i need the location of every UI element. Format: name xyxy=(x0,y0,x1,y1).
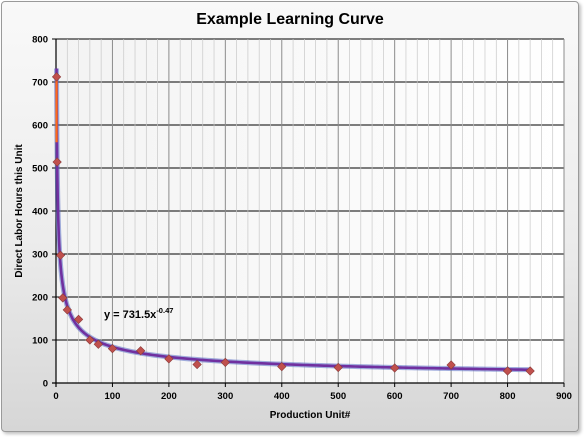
data-point xyxy=(107,343,118,354)
data-point xyxy=(136,346,146,356)
data-point xyxy=(55,250,66,260)
data-point xyxy=(446,360,456,370)
y-tick-label: 800 xyxy=(32,35,48,46)
y-tick-label: 400 xyxy=(32,207,48,218)
y-tick-label: 500 xyxy=(32,164,48,175)
data-point xyxy=(62,305,72,315)
y-tick-label: 100 xyxy=(32,336,48,347)
x-tick-label: 900 xyxy=(556,391,572,402)
x-tick-label: 200 xyxy=(161,391,177,402)
x-tick-label: 400 xyxy=(274,391,290,402)
data-point xyxy=(333,362,343,373)
x-tick-label: 100 xyxy=(105,391,121,402)
y-tick-label: 300 xyxy=(32,250,48,261)
x-tick-label: 600 xyxy=(387,391,403,402)
data-points xyxy=(51,72,535,376)
y-tick-label: 700 xyxy=(32,78,48,89)
data-point xyxy=(85,335,95,345)
data-point xyxy=(73,314,84,324)
data-point xyxy=(93,339,103,349)
data-point xyxy=(277,362,287,372)
x-tick-label: 700 xyxy=(443,391,459,402)
x-tick-label: 0 xyxy=(53,391,58,402)
data-point xyxy=(502,366,513,376)
equation-exponent: -0.47 xyxy=(156,306,173,315)
y-tick-label: 200 xyxy=(32,293,48,304)
data-point xyxy=(52,157,62,167)
data-point xyxy=(525,366,535,376)
trendline-equation: y = 731.5x-0.47 xyxy=(104,306,173,321)
x-tick-label: 300 xyxy=(217,391,233,402)
y-tick-label: 600 xyxy=(32,121,48,132)
y-tick-label: 0 xyxy=(43,379,48,390)
data-point xyxy=(220,357,230,367)
x-tick-label: 800 xyxy=(500,391,516,402)
data-point xyxy=(192,359,202,370)
gridlines xyxy=(56,38,565,383)
data-point xyxy=(390,363,400,373)
tick-labels: 0 100 200 300 400 500 600 700 800 0 100 200 300 400 50… xyxy=(32,35,572,403)
y-axis-label: Direct Labor Hours this Unit xyxy=(14,144,25,278)
data-point xyxy=(51,72,62,82)
x-tick-label: 500 xyxy=(330,391,346,402)
x-axis-label: Production Unit# xyxy=(270,410,351,421)
data-point xyxy=(58,293,68,303)
data-point xyxy=(164,354,174,364)
equation-main: y = 731.5x xyxy=(104,309,157,321)
chart-title: Example Learning Curve xyxy=(196,11,384,28)
